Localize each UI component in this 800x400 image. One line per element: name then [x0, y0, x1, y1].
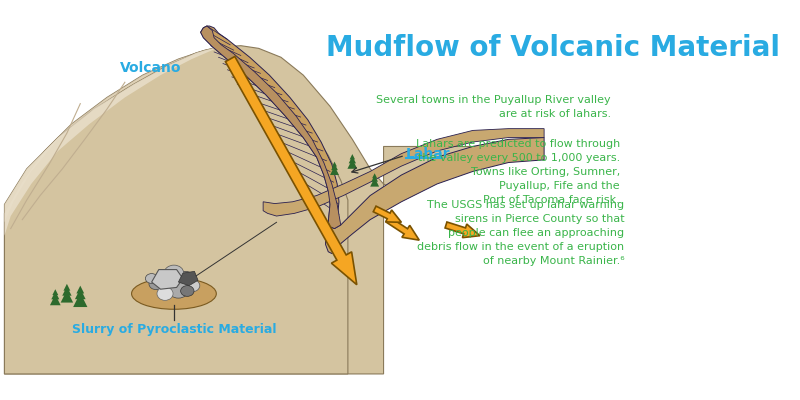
Ellipse shape	[184, 279, 200, 292]
Polygon shape	[51, 291, 59, 299]
Polygon shape	[350, 154, 355, 160]
Text: Slurry of Pyroclastic Material: Slurry of Pyroclastic Material	[72, 323, 276, 336]
Polygon shape	[374, 206, 402, 222]
Text: Several towns in the Puyallup River valley
are at risk of lahars.: Several towns in the Puyallup River vall…	[376, 95, 611, 119]
Polygon shape	[445, 222, 480, 238]
Polygon shape	[349, 156, 356, 163]
Polygon shape	[201, 26, 341, 228]
Polygon shape	[386, 217, 419, 240]
Polygon shape	[347, 159, 358, 169]
Polygon shape	[50, 294, 61, 305]
Polygon shape	[371, 175, 378, 182]
Polygon shape	[5, 26, 348, 374]
Polygon shape	[61, 290, 73, 302]
Polygon shape	[326, 138, 544, 254]
Polygon shape	[152, 270, 183, 289]
Polygon shape	[372, 173, 377, 178]
Polygon shape	[332, 162, 337, 166]
Ellipse shape	[131, 278, 216, 309]
Ellipse shape	[168, 280, 189, 298]
Text: The USGS has set up lahar warning
sirens in Pierce County so that
people can fle: The USGS has set up lahar warning sirens…	[418, 200, 624, 266]
Polygon shape	[73, 293, 87, 307]
Polygon shape	[178, 271, 198, 286]
Polygon shape	[263, 129, 544, 216]
Polygon shape	[5, 46, 218, 374]
Ellipse shape	[149, 278, 163, 290]
Polygon shape	[330, 166, 339, 175]
Ellipse shape	[181, 286, 194, 296]
Text: Mudflow of Volcanic Material: Mudflow of Volcanic Material	[326, 34, 780, 62]
Polygon shape	[226, 56, 357, 285]
Polygon shape	[63, 284, 70, 291]
Ellipse shape	[164, 265, 184, 281]
Polygon shape	[62, 286, 71, 296]
Text: Volcano: Volcano	[121, 61, 182, 75]
Text: Lahars are predicted to flow through
the valley every 500 to 1,000 years.
Towns : Lahars are predicted to flow through the…	[416, 139, 620, 205]
Ellipse shape	[146, 274, 158, 284]
Ellipse shape	[157, 287, 173, 300]
Ellipse shape	[177, 271, 194, 286]
Polygon shape	[331, 164, 338, 170]
Polygon shape	[5, 46, 535, 374]
Ellipse shape	[153, 272, 178, 292]
Polygon shape	[5, 46, 227, 374]
Polygon shape	[370, 178, 379, 187]
Polygon shape	[75, 288, 86, 299]
Text: Lahar: Lahar	[406, 147, 450, 161]
Polygon shape	[201, 26, 339, 222]
Polygon shape	[76, 286, 84, 294]
Polygon shape	[52, 289, 58, 295]
